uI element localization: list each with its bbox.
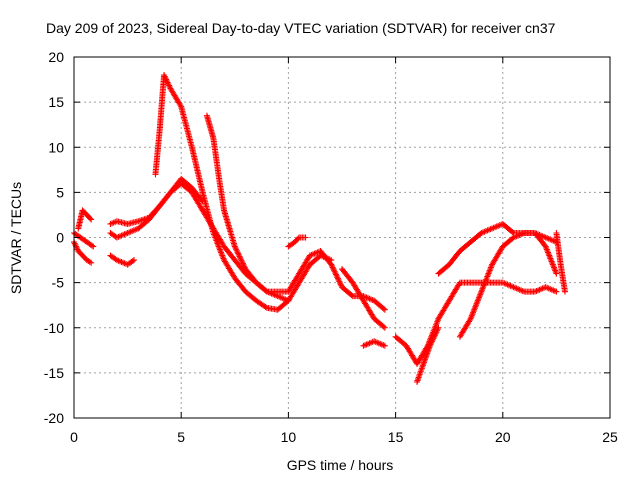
series-arc-h bbox=[203, 112, 388, 313]
plus-marker bbox=[380, 323, 387, 330]
plus-marker bbox=[381, 306, 388, 313]
plus-marker bbox=[237, 256, 244, 263]
plus-marker bbox=[337, 281, 344, 288]
series-arc-k bbox=[360, 338, 388, 349]
plus-marker bbox=[129, 257, 136, 264]
plus-marker bbox=[235, 250, 242, 257]
x-tick-label: 0 bbox=[70, 429, 78, 445]
plus-marker bbox=[333, 272, 340, 279]
plus-marker bbox=[334, 274, 341, 281]
y-tick-label: 5 bbox=[56, 184, 64, 200]
plus-marker bbox=[336, 279, 343, 286]
plus-marker bbox=[90, 243, 97, 250]
plus-marker bbox=[336, 278, 343, 285]
series-arc-b bbox=[75, 207, 95, 232]
chart-title: Day 209 of 2023, Sidereal Day-to-day VTE… bbox=[46, 20, 556, 36]
y-axis-title: SDTVAR / TECUs bbox=[8, 182, 24, 294]
plus-marker bbox=[381, 342, 388, 349]
plus-marker bbox=[332, 270, 339, 277]
series-arc-j bbox=[339, 266, 388, 331]
plus-marker bbox=[561, 288, 568, 295]
plus-marker bbox=[334, 275, 341, 282]
plus-marker bbox=[509, 228, 516, 235]
plus-marker bbox=[238, 257, 245, 264]
plus-marker bbox=[380, 305, 387, 312]
y-tick-label: 10 bbox=[48, 139, 64, 155]
series-arc-c bbox=[71, 229, 97, 250]
series-arc-p bbox=[553, 229, 568, 295]
plus-marker bbox=[88, 259, 95, 266]
plus-marker bbox=[262, 287, 269, 294]
plus-marker bbox=[335, 277, 342, 284]
plus-marker bbox=[239, 259, 246, 266]
plus-marker bbox=[240, 261, 247, 268]
plus-marker bbox=[88, 216, 95, 223]
plus-marker bbox=[262, 303, 269, 310]
axis-ticks: 0 5 10 15 20 25 -20 -15 -10 -5 0 5 10 15 20 bbox=[44, 49, 618, 445]
plus-marker bbox=[328, 262, 335, 269]
plus-marker bbox=[466, 317, 473, 324]
plus-marker bbox=[239, 260, 246, 267]
y-tick-label: 15 bbox=[48, 94, 64, 110]
plus-marker bbox=[553, 288, 560, 295]
y-tick-label: 20 bbox=[48, 49, 64, 65]
series-arc-e bbox=[107, 252, 138, 268]
plus-marker bbox=[332, 271, 339, 278]
plus-marker bbox=[237, 254, 244, 261]
series-arc-d bbox=[107, 175, 206, 227]
series-arc-i bbox=[285, 234, 309, 250]
plus-marker bbox=[553, 270, 560, 277]
plus-marker bbox=[87, 215, 94, 222]
plus-marker bbox=[233, 247, 240, 254]
series-arc-m bbox=[414, 324, 442, 385]
y-tick-label: -20 bbox=[44, 410, 64, 426]
x-tick-label: 25 bbox=[602, 429, 618, 445]
grid-lines bbox=[74, 57, 610, 418]
plus-marker bbox=[331, 268, 338, 275]
series-arc-o bbox=[456, 229, 560, 340]
series-arc-n bbox=[435, 220, 560, 277]
plus-marker bbox=[232, 244, 239, 251]
plus-marker bbox=[233, 246, 240, 253]
plus-marker bbox=[235, 251, 242, 258]
plus-marker bbox=[328, 261, 335, 268]
x-tick-label: 20 bbox=[495, 429, 511, 445]
y-tick-label: -5 bbox=[52, 275, 65, 291]
plus-marker bbox=[236, 253, 243, 260]
plus-marker bbox=[348, 292, 355, 299]
x-tick-label: 10 bbox=[281, 429, 297, 445]
plus-marker bbox=[330, 265, 337, 272]
x-tick-label: 15 bbox=[388, 429, 404, 445]
plus-marker bbox=[295, 235, 302, 242]
plus-marker bbox=[231, 243, 238, 250]
y-tick-label: 0 bbox=[56, 230, 64, 246]
y-tick-label: -10 bbox=[44, 320, 64, 336]
plus-marker bbox=[302, 234, 309, 241]
plus-marker bbox=[89, 242, 96, 249]
y-tick-label: -15 bbox=[44, 365, 64, 381]
plus-marker bbox=[330, 267, 337, 274]
x-axis-title: GPS time / hours bbox=[287, 457, 394, 473]
plus-marker bbox=[329, 264, 336, 271]
plus-marker bbox=[381, 324, 388, 331]
series-arc-l bbox=[392, 279, 560, 367]
plus-marker bbox=[86, 258, 93, 265]
plus-marker bbox=[177, 102, 184, 109]
plus-marker bbox=[241, 263, 248, 270]
plus-marker bbox=[234, 249, 241, 256]
plus-marker bbox=[435, 324, 442, 331]
plus-marker bbox=[131, 257, 138, 264]
data-markers bbox=[71, 72, 568, 385]
x-tick-label: 5 bbox=[177, 429, 185, 445]
